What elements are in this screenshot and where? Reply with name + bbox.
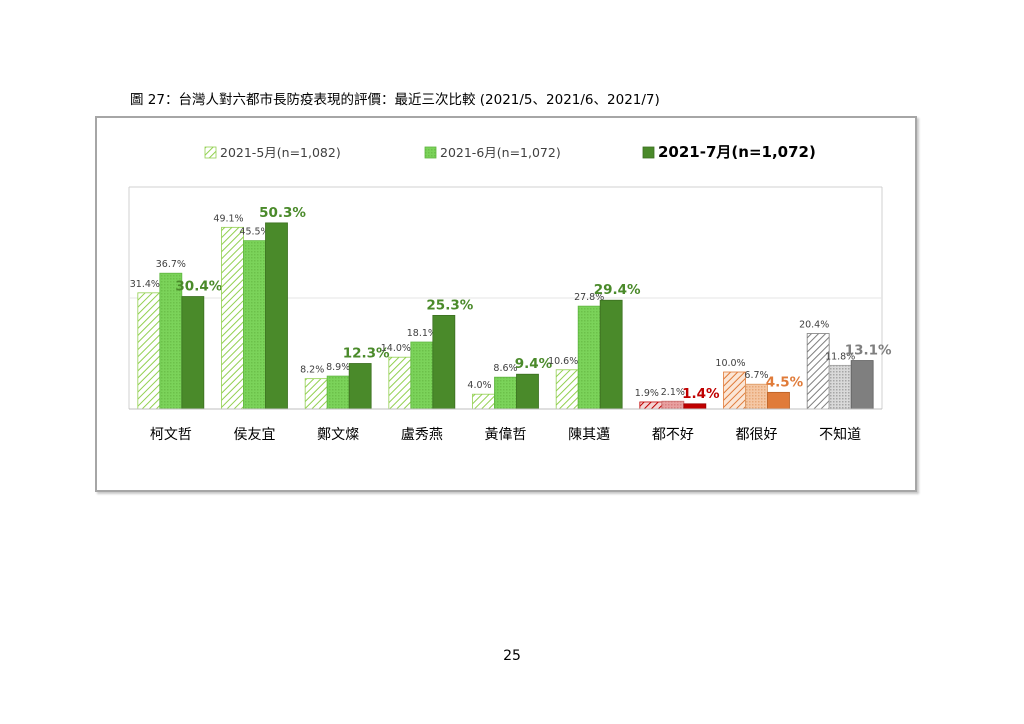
bar-3-6 xyxy=(599,299,623,410)
data-label-3-3: 12.3% xyxy=(343,345,390,361)
data-label-1-1: 31.4% xyxy=(130,279,160,290)
data-label-2-9: 11.8% xyxy=(825,351,855,362)
bar-1-7 xyxy=(639,401,663,410)
data-label-2-2: 45.5% xyxy=(239,227,269,238)
category-label-9: 不知道 xyxy=(819,426,861,443)
bar-2-4 xyxy=(410,341,434,410)
data-label-2-6: 27.8% xyxy=(574,292,604,303)
category-label-6: 陳其邁 xyxy=(568,427,610,443)
bar-1-2 xyxy=(221,226,244,410)
bar-3-3 xyxy=(348,363,372,410)
data-label-1-5: 4.0% xyxy=(467,380,491,391)
figure-title: 圖 27：台灣人對六都市長防疫表現的評價：最近三次比較 (2021/5、2021… xyxy=(130,92,660,108)
page-number: 25 xyxy=(503,648,521,664)
bar-1-5 xyxy=(472,393,495,410)
legend-swatch-1 xyxy=(204,146,217,159)
data-label-1-7: 1.9% xyxy=(635,388,659,399)
bar-1-1 xyxy=(137,292,161,410)
bar-3-7 xyxy=(683,403,707,410)
data-label-1-2: 49.1% xyxy=(213,213,243,224)
data-label-2-1: 36.7% xyxy=(156,259,186,270)
data-label-1-9: 20.4% xyxy=(799,320,829,331)
data-label-3-7: 1.4% xyxy=(682,386,720,402)
bar-1-6 xyxy=(555,369,579,410)
data-label-2-4: 18.1% xyxy=(407,328,437,339)
bar-3-8 xyxy=(767,391,790,410)
bar-chart: 31.4% 36.7% 30.4% 柯文哲 49.1% 45.5% 50.3% 侯友宜 8.2%… xyxy=(128,143,892,443)
legend-swatch-2 xyxy=(424,146,437,159)
category-label-4: 盧秀燕 xyxy=(401,427,443,443)
data-label-3-1: 30.4% xyxy=(175,279,222,295)
bar-2-9 xyxy=(828,364,852,410)
bar-1-3 xyxy=(304,378,328,410)
category-label-1: 柯文哲 xyxy=(150,427,192,443)
category-label-5: 黃偉哲 xyxy=(485,427,527,443)
data-label-2-3: 8.9% xyxy=(326,362,350,373)
data-label-3-6: 29.4% xyxy=(594,282,641,298)
bar-2-5 xyxy=(494,376,517,410)
legend-label-1: 2021-5月(n=1,082) xyxy=(220,145,341,160)
data-label-2-8: 6.7% xyxy=(744,370,768,381)
data-label-1-6: 10.6% xyxy=(548,356,578,367)
bar-3-5 xyxy=(516,373,539,410)
bar-3-9 xyxy=(850,360,874,410)
bar-3-2 xyxy=(265,222,288,410)
bar-1-4 xyxy=(388,356,412,410)
data-label-2-5: 8.6% xyxy=(493,363,517,374)
category-label-2: 侯友宜 xyxy=(234,427,276,443)
category-label-7: 都不好 xyxy=(652,427,694,443)
bar-2-2 xyxy=(243,240,266,410)
data-label-3-9: 13.1% xyxy=(845,343,892,359)
bar-3-4 xyxy=(432,314,456,410)
bar-2-8 xyxy=(745,383,768,410)
legend-label-3: 2021-7月(n=1,072) xyxy=(658,143,816,161)
category-label-3: 鄭文燦 xyxy=(317,427,359,443)
data-label-1-8: 10.0% xyxy=(715,358,745,369)
data-label-3-8: 4.5% xyxy=(766,374,804,390)
legend-label-2: 2021-6月(n=1,072) xyxy=(440,145,561,160)
bar-3-1 xyxy=(181,296,205,410)
data-label-2-7: 2.1% xyxy=(661,387,685,398)
legend-swatch-3 xyxy=(642,146,655,159)
data-label-3-5: 9.4% xyxy=(515,356,553,372)
data-label-3-4: 25.3% xyxy=(426,297,473,313)
bar-2-3 xyxy=(326,375,350,410)
data-label-1-3: 8.2% xyxy=(300,365,324,376)
bar-1-9 xyxy=(806,333,830,410)
data-label-1-4: 14.0% xyxy=(381,343,411,354)
data-label-3-2: 50.3% xyxy=(259,205,306,221)
bar-1-8 xyxy=(723,371,746,410)
bar-2-7 xyxy=(661,400,685,410)
category-label-8: 都很好 xyxy=(736,427,778,443)
bar-2-6 xyxy=(577,305,601,410)
